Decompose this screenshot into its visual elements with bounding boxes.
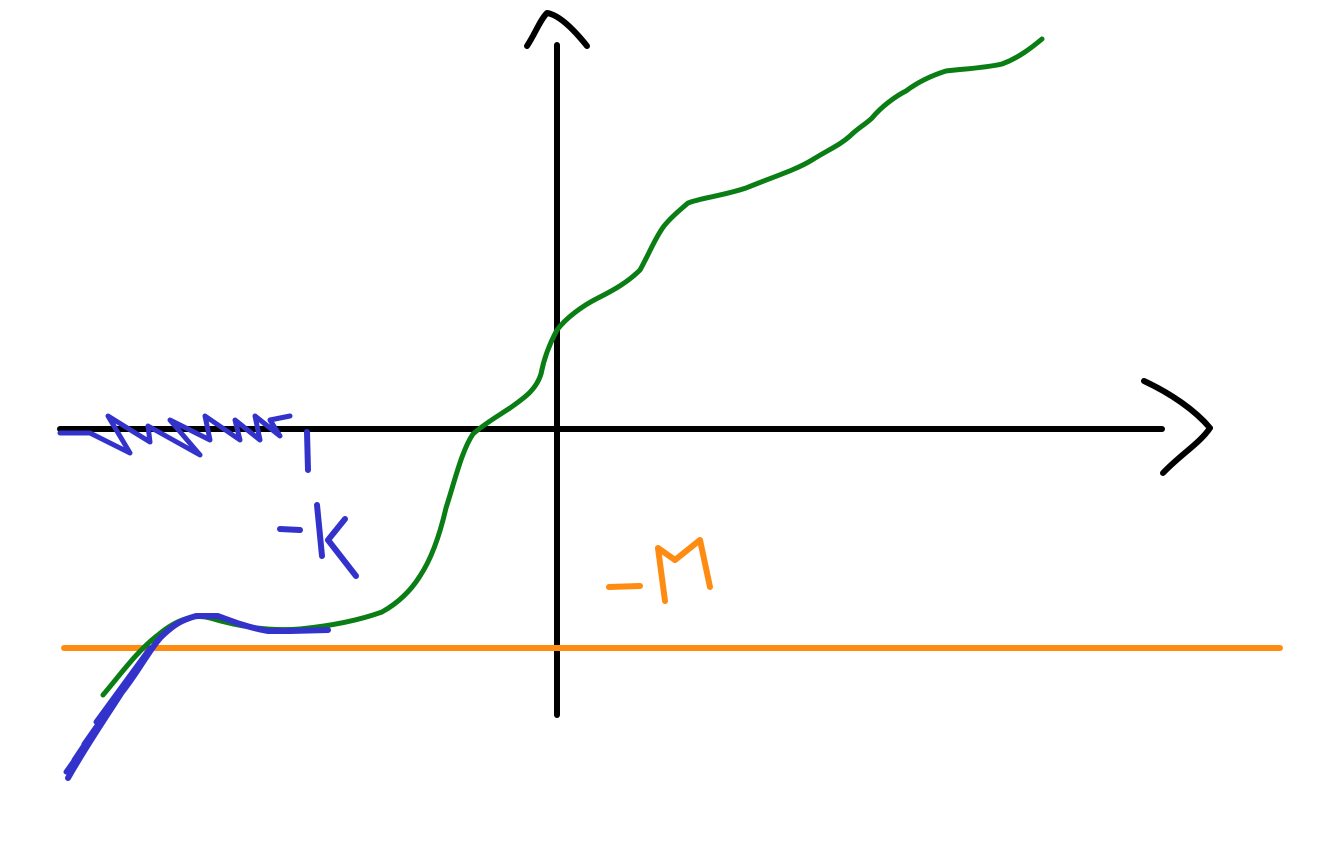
blue-curve-strokes — [63, 645, 153, 775]
blue-zigzag — [57, 413, 293, 458]
label-k-mark — [277, 502, 359, 579]
label-k: -k — [300, 559, 301, 561]
label-one: 1 — [312, 469, 313, 471]
label-one-mark — [304, 429, 311, 473]
main-curve — [100, 36, 1045, 698]
y-axis-arrowhead — [524, 10, 590, 49]
label-m: -M — [640, 589, 641, 591]
blue-curve — [65, 613, 331, 781]
x-axis-arrowhead — [1141, 378, 1213, 476]
label-m-mark — [606, 537, 713, 604]
